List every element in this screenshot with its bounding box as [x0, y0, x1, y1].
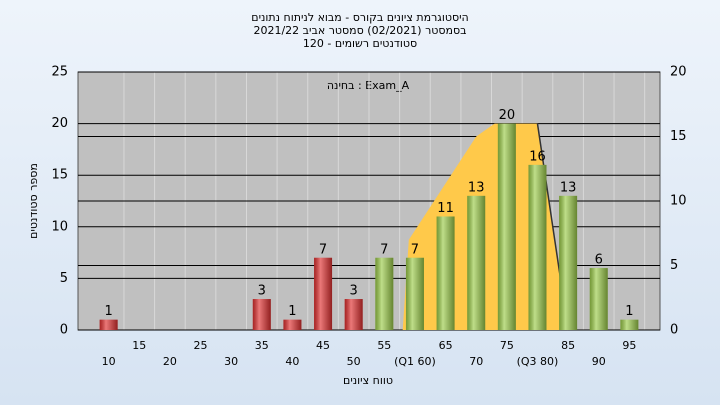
x-tick-label: 30 — [224, 355, 238, 368]
bar-shade — [467, 195, 486, 330]
data-label: 13 — [468, 180, 485, 195]
data-label: 11 — [437, 201, 454, 216]
bar-shade — [497, 123, 516, 330]
x-axis-label: טווח ציונים — [343, 374, 393, 387]
y2-tick-label: 10 — [670, 194, 687, 209]
bar-shade — [283, 319, 302, 330]
x-tick-label: 65 — [439, 339, 453, 352]
bar-shade — [252, 299, 271, 330]
data-label: 13 — [560, 180, 577, 195]
title-line: היסטוגרמת ציונים בקורס - מבוא לניתוח נתו… — [251, 11, 468, 24]
title-line: סטודנטים רשומים - 120 — [303, 37, 417, 50]
x-tick-label: 15 — [132, 339, 146, 352]
y2-tick-label: 0 — [670, 323, 678, 338]
y2-tick-label: 15 — [670, 129, 687, 144]
data-label: 16 — [529, 149, 546, 164]
y2-tick-label: 20 — [670, 65, 687, 80]
y-axis-label: מספר סטודנטים — [27, 163, 40, 239]
y-tick-label: 15 — [51, 168, 68, 183]
x-tick-label: 45 — [316, 339, 330, 352]
x-tick-label: 25 — [194, 339, 208, 352]
bar-shade — [559, 195, 578, 330]
data-label: 3 — [350, 284, 358, 299]
x-tick-label: (Q1 60) — [394, 355, 436, 368]
data-label: 20 — [499, 108, 516, 123]
x-tick-label: 35 — [255, 339, 269, 352]
y-tick-label: 10 — [51, 219, 68, 234]
data-label: 7 — [411, 242, 419, 257]
x-tick-label: 85 — [561, 339, 575, 352]
data-label: 7 — [319, 242, 327, 257]
x-tick-label: 55 — [377, 339, 391, 352]
y-tick-label: 25 — [51, 65, 68, 80]
annotation: בחינה : Exam_A — [327, 79, 410, 92]
data-label: 7 — [380, 242, 388, 257]
y2-tick-label: 5 — [670, 258, 678, 273]
x-tick-label: 70 — [469, 355, 483, 368]
title-line: בסמסטר (02/2021) סמסטר אביב 2021/22 — [253, 24, 466, 37]
bar-shade — [528, 164, 547, 330]
bar-shade — [344, 299, 363, 330]
bar-shade — [589, 268, 608, 330]
data-label: 1 — [288, 304, 296, 319]
x-tick-label: 90 — [592, 355, 606, 368]
x-tick-label: 95 — [622, 339, 636, 352]
data-label: 3 — [258, 284, 266, 299]
y-tick-label: 5 — [60, 271, 68, 286]
bar-shade — [436, 216, 455, 330]
x-tick-label: 75 — [500, 339, 514, 352]
data-label: 6 — [595, 253, 603, 268]
x-tick-label: 40 — [285, 355, 299, 368]
x-tick-label: 50 — [347, 355, 361, 368]
bar-shade — [375, 257, 394, 330]
data-label: 1 — [104, 304, 112, 319]
y-tick-label: 20 — [51, 116, 68, 131]
y-tick-label: 0 — [60, 323, 68, 338]
bar-shade — [620, 319, 639, 330]
x-tick-label: (Q3 80) — [517, 355, 559, 368]
bar-shade — [405, 257, 424, 330]
bar-shade — [314, 257, 333, 330]
x-tick-label: 20 — [163, 355, 177, 368]
data-label: 1 — [625, 304, 633, 319]
bar-shade — [99, 319, 118, 330]
x-tick-label: 10 — [102, 355, 116, 368]
